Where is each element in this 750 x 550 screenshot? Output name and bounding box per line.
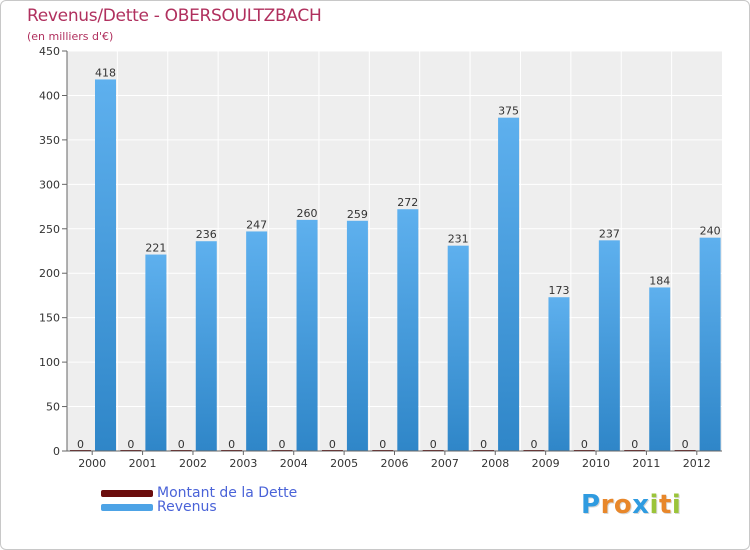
bar-revenus xyxy=(346,220,368,451)
y-tick-label: 250 xyxy=(39,223,60,236)
y-tick-label: 100 xyxy=(39,356,60,369)
logo-letter: o xyxy=(613,490,633,520)
x-tick-label: 2009 xyxy=(532,457,560,470)
logo-letter: P xyxy=(581,490,601,520)
x-tick-label: 2003 xyxy=(229,457,257,470)
logo-letter: i xyxy=(649,490,659,520)
x-tick-label: 2012 xyxy=(683,457,711,470)
data-label-revenus: 418 xyxy=(95,66,116,79)
legend-label-revenus: Revenus xyxy=(157,499,217,515)
data-label-revenus: 173 xyxy=(548,284,569,297)
data-label-revenus: 237 xyxy=(599,227,620,240)
x-tick-label: 2001 xyxy=(129,457,157,470)
proxiti-logo: Proxiti xyxy=(581,490,681,520)
data-label-dette: 0 xyxy=(530,438,537,451)
x-tick-label: 2008 xyxy=(481,457,509,470)
y-tick-label: 0 xyxy=(53,445,60,458)
logo-letter: r xyxy=(600,490,614,520)
bar-revenus xyxy=(296,219,318,451)
data-label-revenus: 272 xyxy=(397,196,418,209)
data-label-revenus: 260 xyxy=(297,207,318,220)
y-tick-label: 350 xyxy=(39,134,60,147)
y-tick-label: 450 xyxy=(39,45,60,58)
chart-title: Revenus/Dette - OBERSOULTZBACH xyxy=(27,6,322,26)
legend-swatch-dette xyxy=(101,490,153,497)
y-tick-label: 300 xyxy=(39,178,60,191)
data-label-dette: 0 xyxy=(279,438,286,451)
data-label-dette: 0 xyxy=(329,438,336,451)
x-tick-label: 2002 xyxy=(179,457,207,470)
data-label-dette: 0 xyxy=(127,438,134,451)
data-label-revenus: 247 xyxy=(246,218,267,231)
data-label-dette: 0 xyxy=(178,438,185,451)
bar-revenus xyxy=(649,287,671,451)
y-tick-label: 400 xyxy=(39,89,60,102)
legend-label-dette: Montant de la Dette xyxy=(157,485,298,501)
data-label-revenus: 231 xyxy=(448,233,469,246)
bar-revenus xyxy=(195,241,217,451)
chart-subtitle: (en milliers d'€) xyxy=(27,30,114,43)
bar-revenus xyxy=(397,209,419,451)
x-tick-label: 2004 xyxy=(280,457,308,470)
bar-revenus xyxy=(95,79,116,451)
logo-letter: x xyxy=(632,490,650,520)
bar-revenus xyxy=(598,240,620,451)
bar-revenus xyxy=(246,231,268,451)
data-label-dette: 0 xyxy=(581,438,588,451)
x-tick-label: 2000 xyxy=(78,457,106,470)
bar-revenus xyxy=(447,245,469,451)
x-tick-label: 2007 xyxy=(431,457,459,470)
bar-revenus xyxy=(145,254,167,451)
bar-revenus xyxy=(548,297,570,451)
data-label-revenus: 236 xyxy=(196,228,217,241)
data-label-revenus: 240 xyxy=(700,225,721,238)
bar-revenus xyxy=(498,117,520,452)
x-tick-label: 2006 xyxy=(381,457,409,470)
logo-letter: t xyxy=(658,490,672,520)
y-tick-label: 50 xyxy=(46,401,60,414)
data-label-dette: 0 xyxy=(631,438,638,451)
data-label-revenus: 221 xyxy=(145,242,166,255)
data-label-dette: 0 xyxy=(480,438,487,451)
data-label-revenus: 259 xyxy=(347,208,368,221)
data-label-dette: 0 xyxy=(228,438,235,451)
x-tick-label: 2010 xyxy=(582,457,610,470)
data-label-dette: 0 xyxy=(379,438,386,451)
legend-swatch-revenus xyxy=(101,504,153,511)
data-label-revenus: 184 xyxy=(649,274,670,287)
y-tick-label: 200 xyxy=(39,267,60,280)
data-label-dette: 0 xyxy=(430,438,437,451)
x-tick-label: 2011 xyxy=(632,457,660,470)
x-tick-label: 2005 xyxy=(330,457,358,470)
y-tick-label: 150 xyxy=(39,312,60,325)
data-label-revenus: 375 xyxy=(498,105,519,118)
data-label-dette: 0 xyxy=(77,438,84,451)
bar-revenus xyxy=(699,237,721,451)
data-label-dette: 0 xyxy=(682,438,689,451)
logo-letter: i xyxy=(671,490,682,520)
